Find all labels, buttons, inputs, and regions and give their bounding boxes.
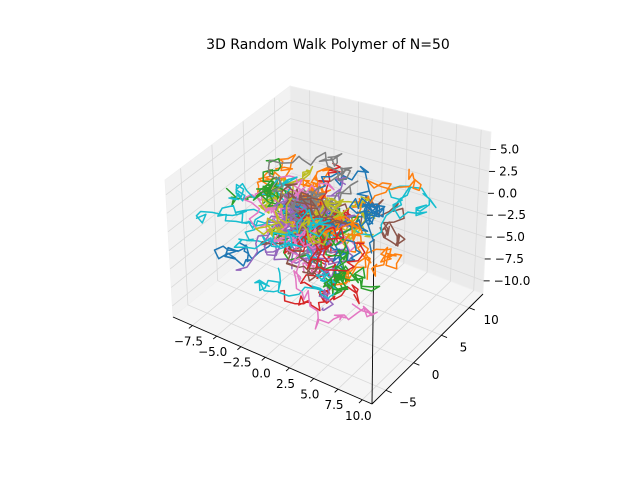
walk-line-36 bbox=[267, 178, 335, 250]
y-tick-mark-3 bbox=[468, 307, 475, 311]
x-tick-mark-4 bbox=[285, 367, 290, 372]
x-tick-label-7: 10.0 bbox=[345, 409, 372, 423]
x-tick-mark-7 bbox=[358, 399, 363, 404]
x-grid-line-7 bbox=[362, 129, 482, 401]
walk-line-47 bbox=[267, 151, 353, 227]
z-grid-line-3 bbox=[168, 154, 488, 251]
z-tick-label-1: −7.5 bbox=[495, 252, 524, 266]
walk-line-45 bbox=[278, 183, 348, 236]
z-grid-line-1 bbox=[171, 190, 485, 288]
z-tick-label-4: 0.0 bbox=[498, 186, 517, 200]
x-tick-mark-3 bbox=[261, 356, 266, 361]
z-grid-line-5 bbox=[166, 118, 490, 214]
z-grid-line-4 bbox=[167, 136, 489, 233]
y-tick-mark-1 bbox=[413, 362, 420, 366]
z-tick-label-0: −10.0 bbox=[494, 274, 531, 288]
x-axis-line bbox=[172, 316, 373, 405]
y-tick-label-2: 5 bbox=[460, 340, 468, 354]
x-tick-mark-1 bbox=[212, 335, 217, 340]
y-axis-line bbox=[371, 293, 484, 405]
y-tick-label-0: −5 bbox=[399, 395, 417, 409]
z-tick-label-2: −5.0 bbox=[496, 230, 525, 244]
z-tick-label-6: 5.0 bbox=[500, 143, 519, 157]
x-grid-line-6 bbox=[337, 124, 458, 390]
x-tick-label-3: 0.0 bbox=[252, 366, 271, 380]
y-tick-mark-2 bbox=[441, 334, 448, 338]
x-grid-line-4 bbox=[289, 112, 409, 369]
walk-line-19 bbox=[301, 185, 437, 242]
x-tick-label-0: −7.5 bbox=[174, 335, 203, 349]
walk-line-42 bbox=[304, 225, 381, 296]
walk-line-46 bbox=[284, 220, 378, 330]
x-tick-label-2: −2.5 bbox=[222, 356, 251, 370]
x-tick-mark-2 bbox=[237, 346, 242, 351]
walk-line-49 bbox=[233, 209, 332, 250]
z-tick-label-5: 2.5 bbox=[499, 164, 518, 178]
tick-labels: −7.5−5.0−2.50.02.55.07.510.0−50510−10.0−… bbox=[174, 143, 531, 423]
x-tick-mark-5 bbox=[310, 378, 315, 383]
axis-panes bbox=[164, 85, 492, 405]
z-grid-line-2 bbox=[169, 172, 486, 270]
z-grid-line-6 bbox=[165, 100, 491, 196]
y-grid-line-1 bbox=[211, 144, 414, 364]
x-tick-label-4: 2.5 bbox=[276, 377, 295, 391]
y-tick-label-1: 0 bbox=[432, 368, 440, 382]
z-tick-label-3: −2.5 bbox=[497, 208, 526, 222]
y-tick-mark-0 bbox=[385, 389, 392, 394]
x-grid-line-5 bbox=[313, 118, 433, 379]
walk-line-39 bbox=[254, 225, 339, 300]
y-grid-line-0 bbox=[180, 168, 387, 391]
y-tick-label-3: 10 bbox=[483, 313, 498, 327]
random-walks bbox=[195, 151, 437, 330]
x-tick-label-6: 7.5 bbox=[324, 398, 343, 412]
x-tick-mark-0 bbox=[188, 325, 193, 329]
walk-line-43 bbox=[297, 221, 366, 272]
x-tick-label-5: 5.0 bbox=[300, 388, 319, 402]
chart-title: 3D Random Walk Polymer of N=50 bbox=[206, 37, 450, 53]
walk-line-30 bbox=[280, 165, 386, 228]
x-tick-mark-6 bbox=[334, 388, 339, 393]
x-tick-label-1: −5.0 bbox=[198, 345, 227, 359]
